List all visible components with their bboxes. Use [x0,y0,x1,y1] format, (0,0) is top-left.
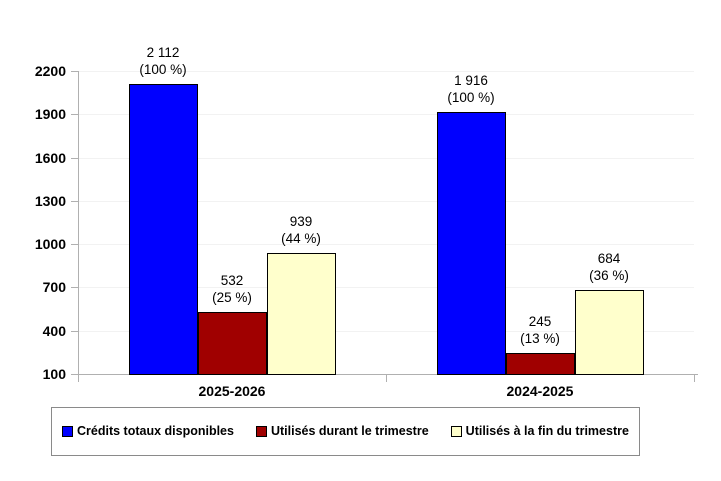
x-axis-tick [694,375,695,382]
legend-item-credits-totaux: Crédits totaux disponibles [62,424,234,439]
bar [436,111,506,375]
legend-label: Utilisés à la fin du trimestre [465,424,629,438]
gridline [79,114,694,115]
y-axis-tick [71,244,78,245]
y-axis-line [78,71,79,375]
y-axis-tick-label: 2200 [34,63,66,79]
bar [574,289,644,375]
y-axis-tick [71,287,78,288]
x-axis-tick [386,375,387,382]
y-axis-tick-label: 1600 [34,150,66,166]
gridline [79,244,694,245]
legend: Crédits totaux disponibles Utilisés dura… [51,407,640,456]
bar-value-label: 939 (44 %) [241,213,361,247]
bar-value-label-line: (25 %) [212,289,252,305]
bar-value-label-line: 939 [289,213,313,229]
bar-value-label: 245 (13 %) [480,313,600,347]
bar-value-label-line: (100 %) [447,89,495,105]
legend-item-utilises-fin-trimestre: Utilisés à la fin du trimestre [450,424,629,439]
bar [128,83,198,375]
legend-swatch-blue-icon [62,426,73,437]
bar-value-label: 2 112 (100 %) [103,44,223,78]
y-axis-tick [71,374,78,375]
y-axis-tick-label: 400 [42,323,66,339]
y-axis-tick-label: 1900 [34,106,66,122]
bar-value-label: 1 916 (100 %) [411,72,531,106]
bar-value-label-line: (100 %) [139,61,187,77]
y-axis-tick [71,114,78,115]
bar-value-label-line: 2 112 [146,44,180,60]
x-axis-line [78,374,698,375]
bar-value-label-line: 245 [528,314,552,330]
x-axis-tick [78,375,79,382]
bar [505,353,575,375]
bar-value-label-line: 532 [220,272,244,288]
bar-value-label: 684 (36 %) [549,250,669,284]
y-axis-tick [71,331,78,332]
y-axis-tick [71,71,78,72]
gridline [79,158,694,159]
y-axis-tick [71,158,78,159]
bar-value-label-line: 1 916 [454,72,488,88]
y-axis-tick-label: 1000 [34,236,66,252]
y-axis-tick-label: 1300 [34,193,66,209]
bar-value-label-line: (44 %) [281,230,321,246]
legend-item-utilises-trimestre: Utilisés durant le trimestre [255,424,429,439]
bar [266,252,336,375]
gridline [79,71,694,72]
x-axis-category-label: 2024-2025 [506,383,574,399]
y-axis-tick-label: 700 [42,279,66,295]
gridline [79,201,694,202]
gridline [79,331,694,332]
y-axis-tick-label: 100 [42,366,66,382]
bar [197,311,267,375]
bar-value-label-line: (36 %) [589,267,629,283]
y-axis-tick [71,201,78,202]
x-axis-category-label: 2025-2026 [198,383,266,399]
legend-label: Crédits totaux disponibles [77,424,234,438]
bar-value-label-line: 684 [597,250,621,266]
bar-value-label-line: (13 %) [520,331,560,347]
bar-value-label: 532 (25 %) [172,272,292,306]
legend-label: Utilisés durant le trimestre [270,424,429,438]
gridline [79,287,694,288]
legend-swatch-darkred-icon [255,426,267,437]
legend-swatch-cream-icon [450,426,462,437]
